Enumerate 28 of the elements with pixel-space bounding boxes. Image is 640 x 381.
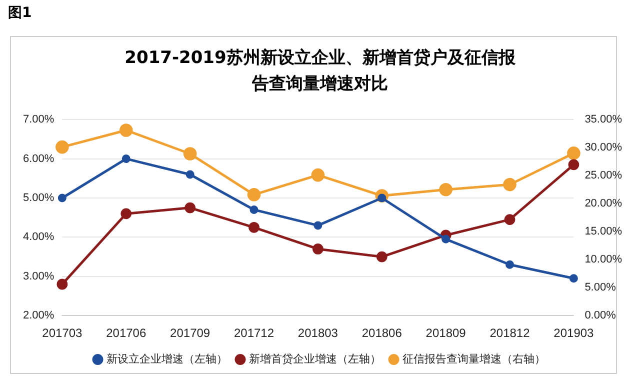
y2-tick-label: 20.00% bbox=[584, 198, 622, 210]
x-tick-label: 201903 bbox=[554, 326, 594, 340]
y2-tick-label: 5.00% bbox=[584, 282, 616, 294]
y2-tick-label: 10.00% bbox=[584, 254, 622, 266]
y-tick-label: 7.00% bbox=[22, 114, 54, 126]
x-tick-label: 201803 bbox=[298, 326, 338, 340]
y-tick-label: 3.00% bbox=[22, 270, 54, 282]
caption: 图1 bbox=[8, 4, 32, 22]
x-tick-label: 201703 bbox=[42, 326, 83, 340]
y2-tick-label: 0.00% bbox=[584, 310, 616, 322]
y-tick-label: 2.00% bbox=[22, 310, 54, 322]
y2-tick-label: 30.00% bbox=[584, 142, 622, 154]
y2-tick-label: 25.00% bbox=[584, 170, 622, 182]
x-tick-label: 201812 bbox=[490, 326, 530, 340]
x-tick-label: 201706 bbox=[106, 326, 146, 340]
legend-label: 新设立企业增速（左轴） bbox=[106, 352, 228, 366]
y2-tick-label: 15.00% bbox=[584, 226, 622, 238]
y-tick-label: 4.00% bbox=[22, 231, 54, 244]
y-tick-label: 6.00% bbox=[22, 152, 54, 165]
x-tick-label: 201809 bbox=[426, 326, 466, 340]
chart-title: 2017-2019苏州新设立企业、新增首贷户及征信报告查询量增速对比 bbox=[124, 47, 516, 96]
y-tick-label: 5.00% bbox=[22, 192, 54, 204]
x-tick-label: 201712 bbox=[234, 326, 274, 340]
legend-label: 新增首贷企业增速（左轴） bbox=[248, 352, 381, 366]
x-tick-label: 201709 bbox=[170, 326, 210, 340]
x-tick-label: 201806 bbox=[362, 326, 402, 340]
legend-label: 征信报告查询量增速（右轴） bbox=[402, 352, 546, 366]
y2-tick-label: 35.00% bbox=[584, 114, 622, 126]
